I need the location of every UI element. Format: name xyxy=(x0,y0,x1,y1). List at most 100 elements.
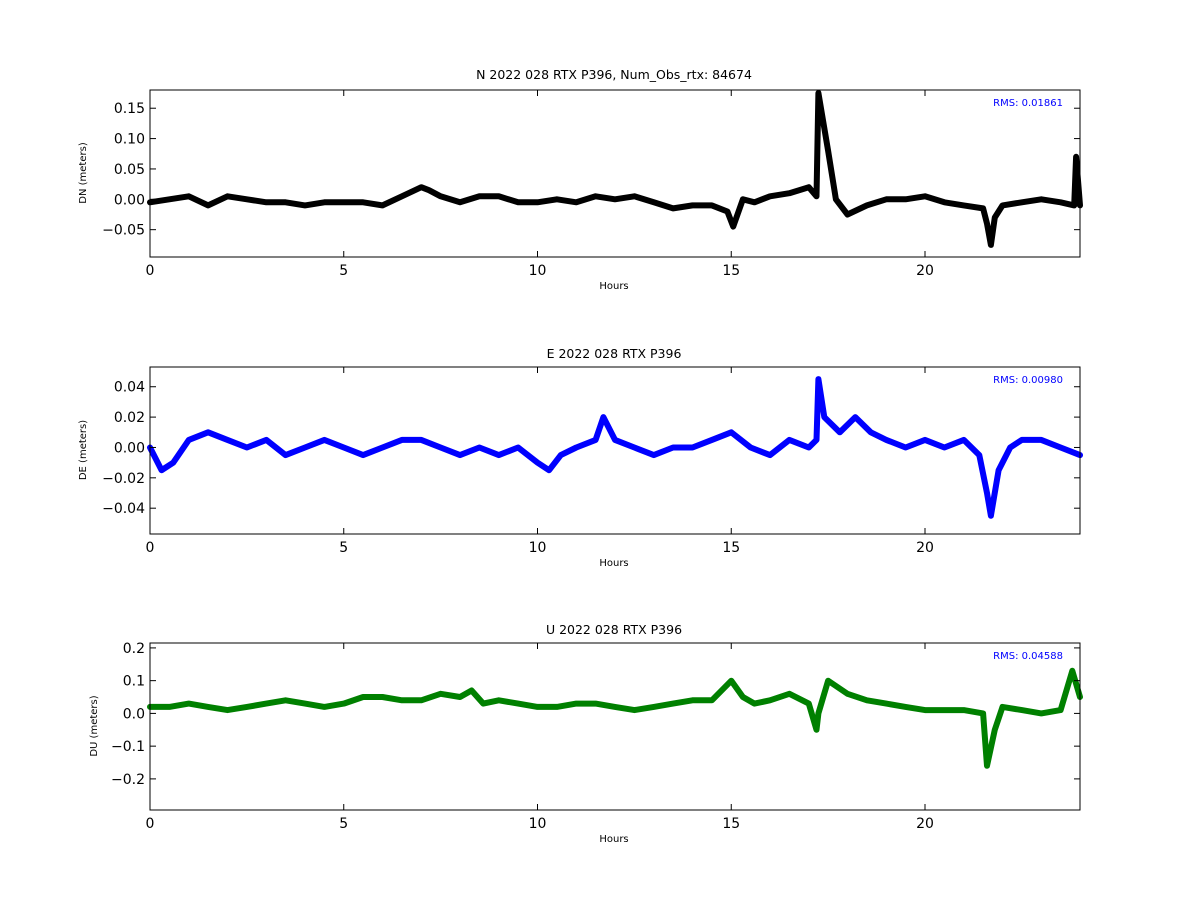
panel-up-data-point xyxy=(884,702,888,706)
panel-up-data-point xyxy=(303,702,307,706)
panel-up-data-point xyxy=(787,692,791,696)
panel-north-data-point xyxy=(516,200,520,204)
panel-north-data-point xyxy=(753,200,756,204)
panel-north-data-point xyxy=(985,222,989,226)
panel-east-data-point xyxy=(768,453,772,457)
panel-east-data-point xyxy=(245,446,249,449)
panel-north-annotation: RMS: 0.01861 xyxy=(993,98,1063,109)
panel-north-xtick-label: 10 xyxy=(529,263,547,279)
panel-north-data-point xyxy=(993,216,997,219)
panel-up-xtick-label: 15 xyxy=(722,816,740,832)
panel-north-data-point xyxy=(731,225,735,229)
panel-up-data-point xyxy=(865,698,869,702)
panel-north-data-point xyxy=(1001,203,1004,207)
panel-up-data-point xyxy=(536,705,539,709)
panel-north-data-point xyxy=(613,197,617,201)
panel-up-data-point xyxy=(264,702,268,706)
panel-east-data-point xyxy=(322,438,326,442)
panel-east-data-point xyxy=(264,438,268,442)
panel-up-plot: 0 5 10 15 20 −0.2 −0.1 0.0 0.1 0.2 xyxy=(111,641,1083,832)
panel-east-data-point xyxy=(652,453,656,457)
panel-east-data-point xyxy=(1020,438,1024,442)
panel-up-data-point xyxy=(245,705,249,709)
panel-up-data-point xyxy=(284,698,288,702)
panel-up-ytick-label: 0.0 xyxy=(123,706,145,722)
panel-east-frame xyxy=(149,366,1081,535)
panel-east-data-point xyxy=(171,461,175,465)
panel-east-data-point xyxy=(206,430,210,434)
panel-north-data-point xyxy=(419,185,423,189)
panel-east-data-point xyxy=(477,446,481,449)
panel-up-series-0 xyxy=(147,667,1083,769)
panel-up-data-point xyxy=(574,702,578,706)
panel-east-data-point xyxy=(547,468,551,472)
panel-east-data-point xyxy=(749,446,753,449)
panel-up-data-point xyxy=(481,702,485,706)
panel-up-xlabel: Hours xyxy=(599,834,628,845)
panel-up-data-point xyxy=(594,702,598,706)
panel-up-data-point xyxy=(826,679,830,683)
panel-up-data-point xyxy=(807,702,811,706)
panel-east-data-point xyxy=(187,438,191,442)
panel-north-data-point xyxy=(923,194,927,198)
panel-north-ytick-label: 0.15 xyxy=(114,101,145,117)
panel-north-data-point xyxy=(574,200,578,204)
panel-east-data-point xyxy=(997,468,1001,472)
panel-north-xtick-label: 5 xyxy=(339,263,348,279)
panel-north-data-point xyxy=(816,91,820,95)
panel-north-data-point xyxy=(342,200,346,204)
panel-up-data-point xyxy=(342,702,346,706)
panel-east-data-point xyxy=(729,430,733,434)
panel-up-data-point xyxy=(381,695,384,699)
panel-north-ylabel: DN (meters) xyxy=(78,142,89,204)
panel-up-xtick-label: 10 xyxy=(529,816,547,832)
panel-up-data-point xyxy=(741,695,745,699)
panel-east-data-point xyxy=(671,446,675,449)
panel-east-ytick-label: 0.04 xyxy=(114,380,145,396)
panel-north-ytick-label: −0.05 xyxy=(102,223,145,239)
panel-north-data-point xyxy=(834,197,838,201)
panel-north-data-point xyxy=(632,194,636,198)
panel-east-data-point xyxy=(815,438,818,442)
panel-north-data-point xyxy=(381,203,384,207)
panel-east-annotation: RMS: 0.00980 xyxy=(993,375,1063,386)
panel-east-xlabel: Hours xyxy=(599,558,628,569)
panel-up-data-point xyxy=(400,698,404,702)
panel-up-data-point xyxy=(710,698,714,702)
panel-east-data-point xyxy=(284,453,288,457)
panel-up-data-point xyxy=(942,708,946,712)
panel-north-data-point xyxy=(264,200,268,204)
panel-east-ytick-label: −0.04 xyxy=(102,501,145,517)
panel-east-data-point xyxy=(923,438,927,442)
panel-north-plot: 0 5 10 15 20 −0.05 0.00 0.05 0.10 0.15 xyxy=(102,90,1083,279)
panel-north-data-point xyxy=(497,194,501,198)
panel-north-data-point xyxy=(904,197,908,201)
panel-up-data-point xyxy=(846,692,849,696)
panel-up-data-point xyxy=(322,705,326,709)
panel-up-data-point xyxy=(1020,708,1024,712)
panel-north-title: N 2022 028 RTX P396, Num_Obs_rtx: 84674 xyxy=(476,67,752,82)
panel-up-data-point xyxy=(439,692,443,696)
panel-east-title: E 2022 028 RTX P396 xyxy=(547,346,682,361)
panel-east-data-point xyxy=(869,430,873,434)
panel-up-data-point xyxy=(555,705,559,709)
panel-east-xtick-label: 5 xyxy=(339,540,348,556)
panel-east-data-point xyxy=(942,446,946,449)
panel-up-data-point xyxy=(691,698,694,702)
panel-east-data-point xyxy=(787,438,791,442)
panel-north-xtick-label: 0 xyxy=(146,263,155,279)
panel-up-data-point xyxy=(904,705,908,709)
panel-north-data-point xyxy=(427,188,431,192)
panel-north-data-point xyxy=(245,197,249,201)
panel-east-data-point xyxy=(361,453,365,457)
panel-up-data-point xyxy=(671,702,675,706)
panel-north-data-point xyxy=(284,200,288,204)
panel-up-data-point xyxy=(652,705,656,709)
panel-east-data-point xyxy=(536,461,539,465)
panel-north-data-point xyxy=(725,210,729,213)
panel-east-plot: 0 5 10 15 20 −0.04 −0.02 0.00 0.02 0.04 xyxy=(102,367,1083,556)
panel-east-ytick-label: 0.00 xyxy=(114,440,145,456)
panel-up-xtick-label: 5 xyxy=(339,816,348,832)
panel-up-ylabel: DU (meters) xyxy=(89,695,100,756)
panel-north-ytick-label: 0.10 xyxy=(114,132,145,148)
